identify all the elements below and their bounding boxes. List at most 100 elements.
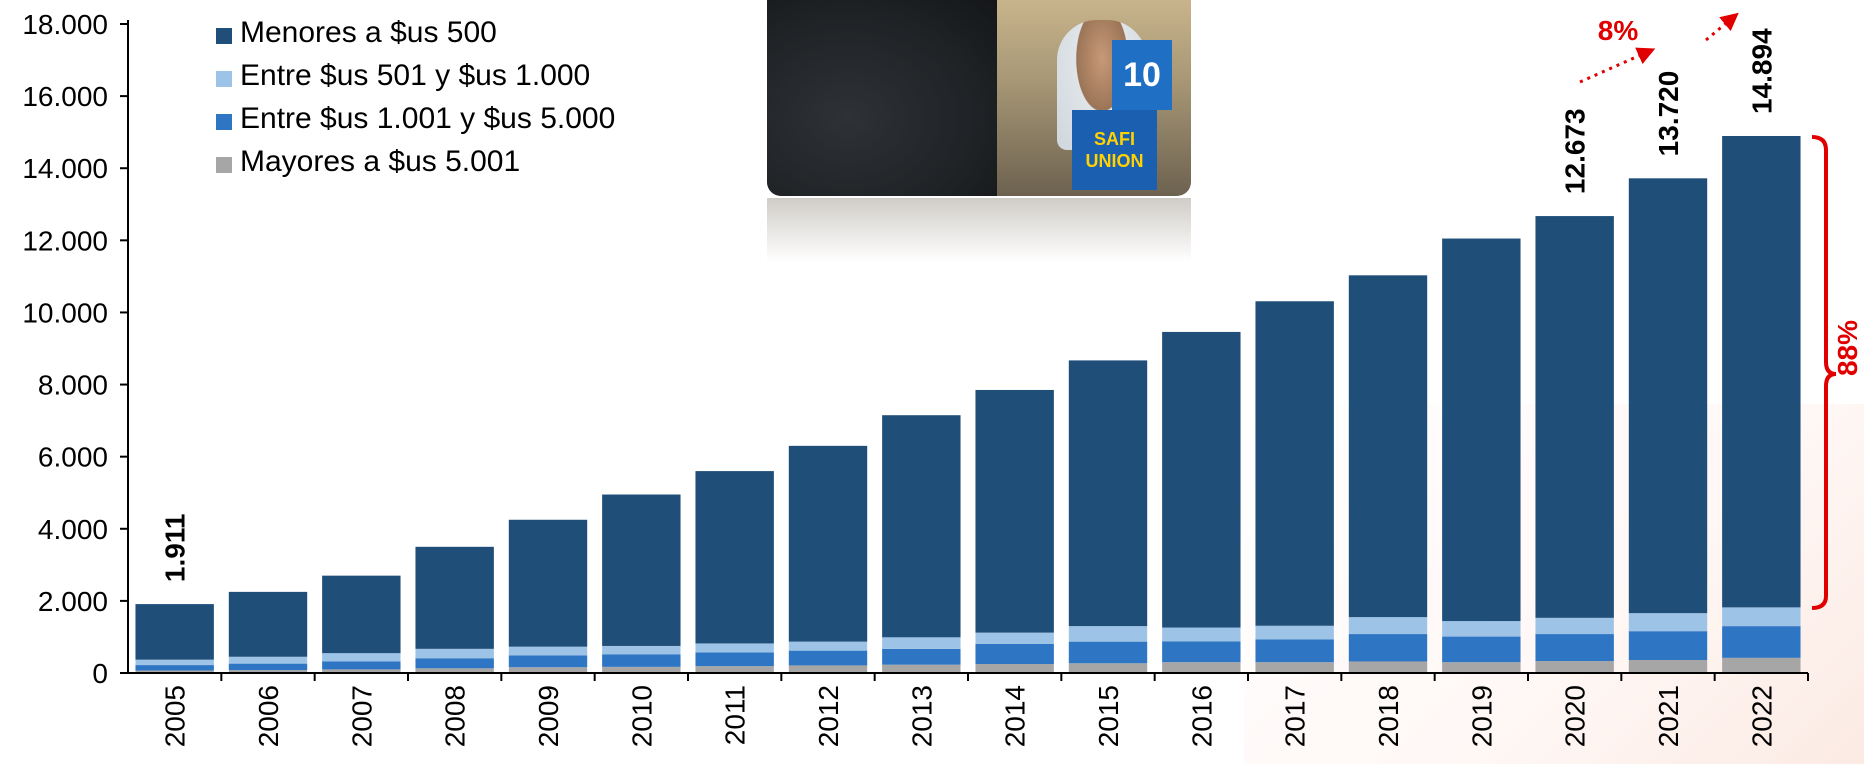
x-tick-label: 2016 (1186, 685, 1217, 747)
bar-segment-2015-0 (1068, 663, 1148, 673)
bar-segment-2012-1 (788, 650, 868, 666)
x-tick-label: 2019 (1466, 685, 1497, 747)
bar-segment-2022-1 (1722, 626, 1801, 658)
bar-segment-2007-0 (322, 669, 401, 673)
bar-segment-2006-3 (228, 591, 308, 657)
bar-segment-2016-2 (1162, 627, 1241, 642)
bar-segment-2005-3 (135, 604, 214, 660)
y-tick-label: 16.000 (22, 81, 108, 112)
bar-segment-2015-2 (1068, 626, 1148, 642)
bar-segment-2011-0 (695, 666, 774, 673)
bar-segment-2012-3 (788, 445, 868, 642)
bank-counter-photo: 10 SAFI UNION (767, 0, 1191, 196)
bar-segment-2010-1 (602, 654, 681, 667)
y-tick-label: 14.000 (22, 153, 108, 184)
total-labels: 1.911 12.673 13.720 14.894 (160, 28, 1778, 582)
x-tick-label: 2007 (346, 685, 377, 747)
bar-segment-2017-0 (1255, 662, 1334, 673)
bar-segment-2020-3 (1535, 216, 1614, 618)
x-tick-label: 2022 (1746, 685, 1777, 747)
x-tick-label: 2017 (1280, 685, 1311, 747)
x-tick-label: 2005 (160, 685, 191, 747)
bar-segment-2013-3 (882, 415, 961, 638)
legend-label: Menores a $us 500 (240, 16, 497, 49)
bar-segment-2009-3 (508, 519, 588, 647)
bar-segment-2014-1 (975, 643, 1054, 664)
legend-label: Mayores a $us 5.001 (240, 145, 520, 178)
share-brace (1811, 135, 1837, 610)
x-tick-label: 2020 (1560, 685, 1591, 747)
bar-segment-2018-2 (1348, 617, 1428, 635)
legend-swatch (216, 157, 232, 173)
bar-segment-2022-3 (1722, 135, 1801, 608)
annotations: 8% 88% (1579, 12, 1863, 610)
bar-segment-2016-3 (1162, 331, 1241, 628)
x-tick-label: 2021 (1653, 685, 1684, 747)
bar-segment-2019-3 (1442, 238, 1521, 622)
x-tick-label: 2009 (533, 685, 564, 747)
bar-segment-2020-2 (1535, 617, 1614, 635)
bar-segment-2019-1 (1442, 636, 1521, 663)
bars (135, 135, 1801, 673)
bar-segment-2017-3 (1255, 301, 1334, 626)
bar-segment-2006-2 (228, 656, 308, 664)
x-tick-label: 2012 (813, 685, 844, 747)
bar-segment-2010-3 (602, 494, 681, 646)
x-tick-label: 2013 (906, 685, 937, 747)
x-tick-label: 2010 (626, 685, 657, 747)
bar-segment-2019-0 (1442, 662, 1521, 673)
x-tick-label: 2015 (1093, 685, 1124, 747)
bar-segment-2018-1 (1348, 634, 1428, 662)
bar-segment-2011-1 (695, 652, 774, 667)
bar-segment-2008-2 (415, 648, 494, 659)
y-tick-label: 6.000 (38, 442, 108, 473)
bar-segment-2022-0 (1722, 657, 1801, 673)
bar-segment-2022-2 (1722, 607, 1801, 627)
bar-segment-2018-3 (1348, 275, 1428, 618)
bar-segment-2011-3 (695, 471, 774, 644)
legend-label: Entre $us 501 y $us 1.000 (240, 59, 590, 92)
bar-segment-2014-0 (975, 663, 1054, 673)
bar-segment-2005-1 (135, 665, 214, 671)
growth-label: 8% (1598, 15, 1639, 46)
y-tick-label: 2.000 (38, 586, 108, 617)
bar-segment-2012-2 (788, 641, 868, 651)
bar-segment-2013-0 (882, 664, 961, 673)
bar-segment-2007-1 (322, 661, 401, 670)
bar-segment-2015-1 (1068, 641, 1148, 664)
x-tick-label: 2014 (1000, 685, 1031, 747)
bar-segment-2017-1 (1255, 639, 1334, 663)
bar-segment-2016-0 (1162, 662, 1241, 673)
y-tick-label: 12.000 (22, 225, 108, 256)
bar-segment-2008-0 (415, 668, 494, 673)
x-tick-label: 2018 (1373, 685, 1404, 747)
legend-swatch (216, 114, 232, 130)
y-tick-label: 18.000 (22, 9, 108, 40)
y-tick-label: 0 (92, 658, 108, 689)
customer-figure (767, 0, 997, 196)
legend-label: Entre $us 1.001 y $us 5.000 (240, 102, 615, 135)
bar-segment-2020-0 (1535, 661, 1614, 673)
x-tick-label: 2008 (440, 685, 471, 747)
total-label-2005: 1.911 (160, 514, 191, 583)
bar-segment-2017-2 (1255, 625, 1334, 640)
bar-segment-2016-1 (1162, 641, 1241, 663)
bar-segment-2021-2 (1628, 613, 1708, 632)
bar-segment-2007-2 (322, 653, 401, 662)
y-tick-label: 10.000 (22, 297, 108, 328)
bar-segment-2009-2 (508, 646, 588, 656)
bar-segment-2009-0 (508, 667, 588, 673)
bar-segment-2010-0 (602, 666, 681, 673)
bar-segment-2010-2 (602, 645, 681, 655)
total-label-2021: 13.720 (1653, 71, 1684, 157)
bar-segment-2008-1 (415, 658, 494, 669)
bar-segment-2006-0 (228, 670, 308, 673)
growth-arrow-2 (1705, 12, 1739, 42)
total-label-2020: 12.673 (1560, 108, 1591, 194)
share-label: 88% (1832, 320, 1863, 376)
bar-segment-2015-3 (1068, 360, 1148, 627)
bar-segment-2013-1 (882, 648, 961, 665)
bar-segment-2018-0 (1348, 661, 1428, 673)
bar-segment-2021-3 (1628, 178, 1708, 614)
bar-segment-2008-3 (415, 546, 494, 649)
